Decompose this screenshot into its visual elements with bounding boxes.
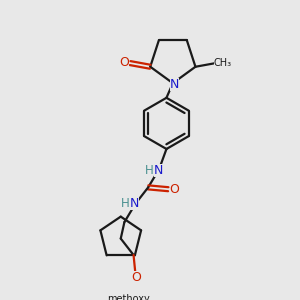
Text: O: O [119,56,129,69]
Text: methoxy: methoxy [107,294,149,300]
Text: CH₃: CH₃ [214,58,232,68]
Text: N: N [170,78,179,91]
Text: N: N [154,164,163,177]
Text: N: N [130,197,139,210]
Text: O: O [170,183,180,196]
Text: H: H [121,197,130,210]
Text: O: O [131,272,141,284]
Text: H: H [145,164,154,177]
